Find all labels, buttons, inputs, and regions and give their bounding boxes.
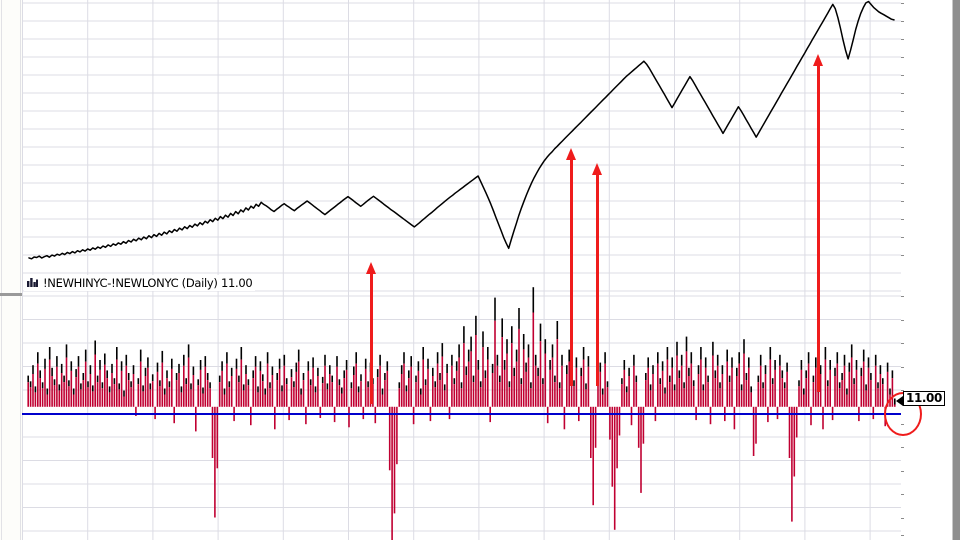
axis-tick-mark [901,343,904,344]
axis-tick-mark [901,296,904,297]
current-price-label: 11.00 [903,391,945,406]
bar-chart-icon [27,274,38,292]
arrow-covid-crash [366,262,377,404]
axis-tick-mark [901,3,904,4]
arrow-signal-3 [592,163,603,386]
axis-tick-mark [901,237,904,238]
arrow-signal-4 [813,54,824,392]
axis-tick-mark [901,518,904,519]
right-price-axis: 5500525050004750450042504000375035003250… [901,0,952,540]
legend: !NEWHINYC-!NEWLONYC (Daily) 11.00 [24,274,256,292]
vertical-scrollbar[interactable] [952,0,960,540]
left-gutter [0,0,22,540]
zero-signal-line [22,413,901,415]
arrow-shaft [817,64,820,392]
axis-tick-mark [901,471,904,472]
price-panel [22,0,901,292]
axis-tick-mark [901,93,904,94]
breadth-histogram-panel [22,287,901,540]
arrow-shaft [370,272,373,404]
axis-tick-mark [901,494,904,495]
arrow-head-icon [366,262,376,274]
arrow-shaft [596,173,599,386]
axis-tick-mark [901,201,904,202]
axis-tick-mark [901,75,904,76]
axis-tick-mark [901,535,904,536]
axis-tick-mark [901,129,904,130]
arrow-head-icon [566,148,576,160]
arrow-head-icon [592,163,602,175]
axis-tick-mark [901,183,904,184]
arrow-signal-2 [566,148,577,386]
axis-tick-mark [901,447,904,448]
price-series [22,0,901,292]
axis-tick-mark [901,320,904,321]
legend-label: !NEWHINYC-!NEWLONYC (Daily) 11.00 [43,276,253,290]
arrow-head-icon [813,54,823,66]
axis-tick-mark [901,165,904,166]
axis-tick-mark [901,57,904,58]
axis-tick-mark [901,255,904,256]
axis-tick-mark [901,39,904,40]
arrow-shaft [570,158,573,386]
histogram-series [22,287,901,540]
axis-tick-mark [901,21,904,22]
axis-tick-mark [901,219,904,220]
price-label-pointer [896,396,903,406]
axis-tick-mark [901,367,904,368]
axis-tick-mark [901,390,904,391]
axis-tick-mark [901,147,904,148]
axis-tick-mark [901,111,904,112]
